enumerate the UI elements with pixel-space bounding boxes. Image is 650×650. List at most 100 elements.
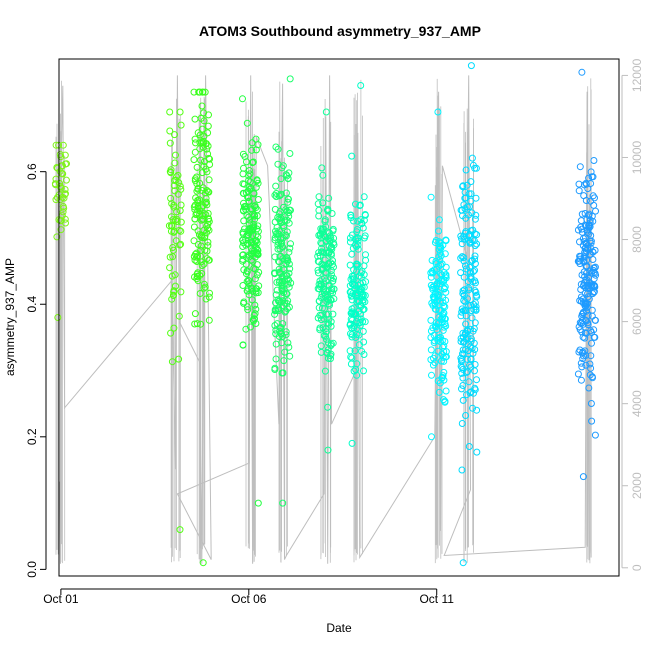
data-point [355,287,363,295]
data-point [246,170,254,178]
data-point [176,108,184,116]
data-point [176,207,184,215]
data-point [577,359,585,367]
data-point [276,324,284,332]
data-point [359,327,367,335]
data-point [361,232,369,240]
data-point [168,213,175,221]
data-point [62,160,69,168]
data-point [200,284,208,292]
data-point [254,499,262,507]
data-point [243,253,250,261]
data-point [251,275,259,283]
data-point [359,306,367,314]
data-point [435,216,443,224]
data-point [169,291,177,299]
data-point [279,297,287,305]
data-point [251,237,259,245]
data-point [352,289,360,297]
data-point [200,109,208,117]
data-point [252,135,260,143]
data-point [239,341,247,349]
data-point [278,339,286,347]
data-point [197,246,205,254]
data-point [200,117,208,125]
data-point [248,296,256,304]
plot-frame [58,58,620,577]
data-point [173,173,180,181]
data-point [320,315,328,323]
data-point [468,209,476,217]
data-point [198,169,206,177]
data-point [473,448,481,456]
data-point [272,355,280,363]
data-point [278,369,286,377]
data-point [274,305,282,313]
data-point [583,276,591,284]
data-point [196,210,204,218]
data-point [191,135,199,143]
data-point [166,264,174,272]
data-point [471,299,479,307]
data-point [589,290,597,298]
data-point [317,316,325,324]
data-point [323,263,330,270]
data-point [170,324,178,332]
data-point [283,272,291,280]
data-point [442,288,450,296]
data-point [580,181,588,189]
data-point [584,312,592,319]
data-point [252,183,260,191]
data-point [467,227,475,235]
data-point [324,446,332,454]
data-point [327,322,335,330]
data-point [324,339,332,347]
data-point [591,194,598,202]
data-point [278,285,286,293]
data-point [349,280,356,288]
data-point [253,176,261,184]
data-point [254,222,262,230]
data-point [316,283,324,291]
data-point [241,225,248,233]
data-point [347,211,355,219]
data-point [280,289,288,297]
data-point [440,278,448,286]
data-point [350,310,357,318]
data-point [175,355,183,363]
data-point [168,358,176,366]
data-point [283,216,291,224]
data-point [276,191,284,199]
data-point [469,404,476,412]
data-point [458,466,466,474]
data-point [271,269,278,277]
data-point [347,214,355,222]
data-point [177,227,185,235]
data-point [581,301,589,308]
data-point [167,329,175,337]
data-point [252,305,260,313]
data-point [587,250,594,258]
data-point [432,258,440,265]
data-point [245,167,253,174]
data-point [277,175,285,183]
data-point [315,206,323,214]
data-point [439,326,447,334]
data-point [351,347,359,355]
data-point [321,223,329,231]
data-point [320,231,328,239]
data-point [578,210,586,218]
data-point [285,169,293,177]
secondary-tick-label: 10000 [630,140,644,174]
data-point [435,246,443,253]
y-tick-label: 0.4 [25,296,39,313]
data-point [286,352,294,360]
data-point [460,307,467,315]
data-point [577,286,585,293]
data-point [285,195,292,203]
data-point [352,366,360,373]
data-point [588,417,596,425]
data-point [585,384,593,392]
data-point [166,139,174,147]
data-point [284,174,292,182]
